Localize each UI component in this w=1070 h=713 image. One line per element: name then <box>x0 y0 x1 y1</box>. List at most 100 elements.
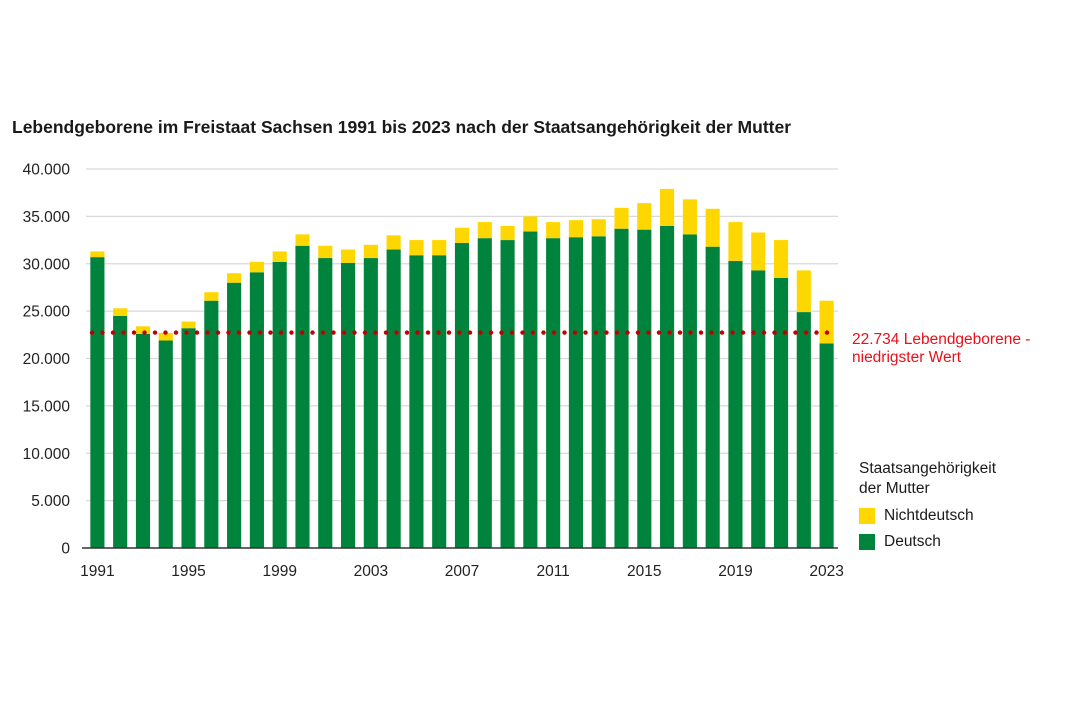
y-tick-label: 25.000 <box>23 304 71 321</box>
x-tick-label: 2011 <box>536 563 569 580</box>
reference-line-dot <box>478 330 483 335</box>
bar-deutsch-1996 <box>204 300 219 548</box>
y-tick-label: 10.000 <box>23 446 71 463</box>
bar-nichtdeutsch-1999 <box>272 251 287 262</box>
bar-nichtdeutsch-2008 <box>477 222 492 239</box>
x-tick-label: 1995 <box>171 563 205 580</box>
bar-deutsch-2012 <box>568 237 584 548</box>
reference-line-dot <box>205 330 210 335</box>
bar-nichtdeutsch-2006 <box>432 240 447 256</box>
bar-deutsch-2023 <box>819 343 834 548</box>
reference-line-dot <box>194 330 200 335</box>
bar-nichtdeutsch-2007 <box>454 227 470 243</box>
bar-nichtdeutsch-1991 <box>90 251 105 258</box>
reference-line-dot <box>268 330 273 335</box>
y-axis-ticks: 0 5.000 10.000 15.000 20.000 25.000 30.000 35.0… <box>23 162 71 558</box>
reference-line-dot <box>520 330 525 335</box>
x-tick-label: 1999 <box>262 563 296 580</box>
bar-nichtdeutsch-2015 <box>637 203 652 230</box>
bar-deutsch-1998 <box>249 272 264 548</box>
reference-line-dot <box>446 330 452 335</box>
reference-label-line1: 22.734 Lebendgeborene - <box>852 331 1030 348</box>
y-tick-label: 30.000 <box>23 256 71 273</box>
reference-line-dot <box>467 330 473 335</box>
bar-deutsch-2014 <box>614 228 629 548</box>
bar-deutsch-2006 <box>432 255 447 548</box>
bar-nichtdeutsch-2003 <box>363 244 378 259</box>
reference-line-dot <box>394 330 399 335</box>
y-tick-label: 0 <box>61 541 70 558</box>
reference-line-dot <box>100 330 105 335</box>
bar-nichtdeutsch-2001 <box>318 245 333 259</box>
reference-line-dot <box>604 330 609 335</box>
reference-line-dot <box>824 330 830 335</box>
reference-line-dot <box>562 330 567 335</box>
reference-line-dot <box>352 330 357 335</box>
y-tick-label: 15.000 <box>23 398 71 415</box>
reference-line-dot <box>593 330 599 335</box>
reference-line-dot <box>362 330 368 335</box>
bar-nichtdeutsch-2009 <box>500 225 515 241</box>
reference-line-dot <box>646 330 651 335</box>
bar-deutsch-2018 <box>705 246 720 548</box>
reference-line-dot <box>373 330 378 335</box>
bar-deutsch-2017 <box>682 234 697 548</box>
bar-deutsch-2009 <box>500 240 515 548</box>
reference-line-dot <box>782 330 788 335</box>
x-tick-label: 1991 <box>80 563 114 580</box>
legend-item-deutsch: Deutsch <box>859 529 996 555</box>
bar-deutsch-1997 <box>227 282 242 548</box>
reference-line-dot <box>572 330 578 335</box>
y-tick-label: 20.000 <box>23 351 71 368</box>
reference-line-dot <box>383 330 389 335</box>
reference-line-dot <box>488 330 494 335</box>
bar-deutsch-2007 <box>454 242 470 548</box>
bars <box>90 188 834 549</box>
reference-line-dot <box>635 330 641 335</box>
x-tick-label: 2019 <box>718 563 752 580</box>
bar-nichtdeutsch-2011 <box>546 222 561 239</box>
bar-nichtdeutsch-2014 <box>614 207 629 229</box>
reference-line-dot <box>677 330 683 335</box>
bar-nichtdeutsch-2020 <box>751 232 766 271</box>
reference-line-dot <box>730 330 735 335</box>
bar-deutsch-1993 <box>135 333 151 548</box>
reference-line-dot <box>310 330 315 335</box>
bar-nichtdeutsch-2012 <box>568 220 584 238</box>
reference-line-dot <box>793 330 798 335</box>
reference-line-dot <box>436 330 441 335</box>
chart-title: Lebendgeborene im Freistaat Sachsen 1991… <box>12 117 792 137</box>
reference-line-dot <box>184 330 189 335</box>
reference-line-dot <box>688 330 693 335</box>
y-tick-label: 35.000 <box>23 209 71 226</box>
reference-line-dot <box>751 330 756 335</box>
x-tick-label: 2023 <box>809 563 843 580</box>
bar-deutsch-2001 <box>318 258 333 548</box>
bar-nichtdeutsch-1992 <box>113 308 128 316</box>
bar-deutsch-2022 <box>796 312 811 548</box>
reference-line-dot <box>215 330 221 335</box>
legend-label-deutsch: Deutsch <box>884 533 941 550</box>
legend-title-line1: Staatsangehörigkeit <box>859 460 997 477</box>
bar-nichtdeutsch-2017 <box>682 199 697 235</box>
legend: Staatsangehörigkeit der Mutter Nichtdeut… <box>859 459 996 555</box>
bar-nichtdeutsch-2010 <box>523 216 538 232</box>
reference-line-dot <box>667 330 672 335</box>
reference-line-dot <box>320 330 326 335</box>
bar-nichtdeutsch-2004 <box>386 235 401 250</box>
reference-line-dot <box>299 330 305 335</box>
bar-nichtdeutsch-2022 <box>796 270 811 313</box>
reference-line-dot <box>583 330 588 335</box>
bar-nichtdeutsch-2023 <box>819 300 834 344</box>
reference-line-dot <box>740 330 746 335</box>
bar-deutsch-2013 <box>591 236 606 548</box>
bar-nichtdeutsch-1995 <box>181 321 196 329</box>
bar-deutsch-2021 <box>773 277 789 548</box>
legend-item-nichtdeutsch: Nichtdeutsch <box>859 503 996 529</box>
bar-deutsch-1992 <box>113 315 128 548</box>
bar-nichtdeutsch-2018 <box>705 208 720 247</box>
reference-line-dot <box>761 330 767 335</box>
reference-line-dot <box>257 330 263 335</box>
x-tick-label: 2003 <box>354 563 388 580</box>
